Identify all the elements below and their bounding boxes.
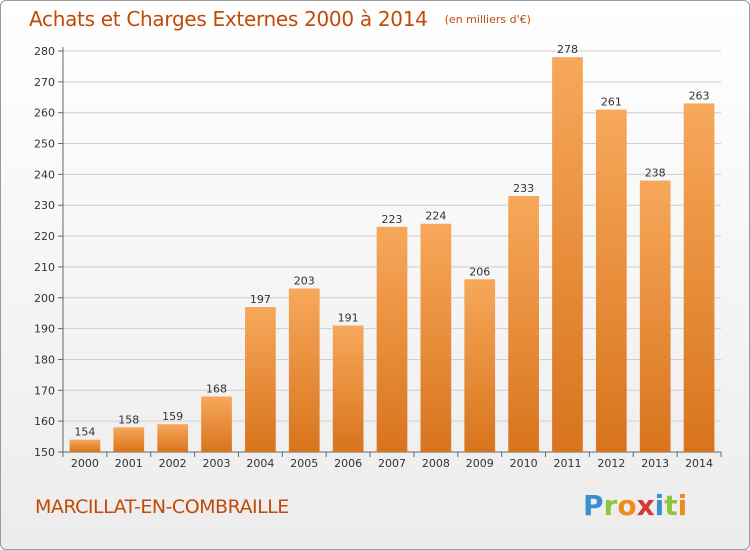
y-tick-label: 240 xyxy=(34,168,55,181)
bar-value-label: 223 xyxy=(382,213,403,226)
bar-2008 xyxy=(420,223,452,452)
y-tick-label: 180 xyxy=(34,353,55,366)
bar-value-label: 238 xyxy=(645,167,666,180)
x-tick-label: 2000 xyxy=(71,457,99,470)
y-tick-label: 150 xyxy=(34,446,55,459)
labels: 2000 154 2001 158 2002 159 2003 168 2004 197 2005 2… xyxy=(71,43,713,470)
y-tick-label: 190 xyxy=(34,323,55,336)
bar-value-label: 261 xyxy=(601,96,622,109)
bar-2003 xyxy=(201,396,232,452)
bar-2014 xyxy=(683,103,715,452)
bar-2002 xyxy=(157,424,189,452)
bar-value-label: 263 xyxy=(689,89,710,102)
x-tick-label: 2001 xyxy=(115,457,143,470)
x-tick-label: 2006 xyxy=(334,457,362,470)
chart-subtitle: (en milliers d'€) xyxy=(444,13,531,26)
bar-2001 xyxy=(113,427,145,452)
x-tick-label: 2005 xyxy=(290,457,318,470)
x-tick-label: 2011 xyxy=(553,457,581,470)
y-tick-label: 210 xyxy=(34,261,55,274)
bar-value-label: 158 xyxy=(118,413,139,426)
bar-value-label: 278 xyxy=(557,43,578,56)
x-tick-label: 2013 xyxy=(641,457,669,470)
bar-2006 xyxy=(332,325,364,452)
proxiti-logo: Proxiti xyxy=(583,489,688,522)
commune-name: MARCILLAT-EN-COMBRAILLE xyxy=(35,496,289,518)
y-tick-label: 160 xyxy=(34,415,55,428)
bar-value-label: 168 xyxy=(206,382,227,395)
y-tick-label: 260 xyxy=(34,107,55,120)
x-tick-label: 2014 xyxy=(685,457,713,470)
y-tick-label: 250 xyxy=(34,138,55,151)
bar-2000 xyxy=(69,439,101,452)
bar-value-label: 197 xyxy=(250,293,271,306)
y-tick-label: 270 xyxy=(34,76,55,89)
y-tick-label: 280 xyxy=(34,45,55,58)
title-row: Achats et Charges Externes 2000 à 2014 (… xyxy=(29,7,531,31)
bar-2009 xyxy=(464,279,496,452)
bar-value-label: 154 xyxy=(74,426,95,439)
y-tick-label: 230 xyxy=(34,199,55,212)
bar-2007 xyxy=(376,226,408,452)
bar-value-label: 224 xyxy=(425,210,446,223)
bar-value-label: 206 xyxy=(469,265,490,278)
y-tick-label: 170 xyxy=(34,384,55,397)
x-tick-label: 2009 xyxy=(466,457,494,470)
x-tick-label: 2012 xyxy=(597,457,625,470)
bar-2010 xyxy=(508,195,539,452)
x-tick-label: 2007 xyxy=(378,457,406,470)
bar-2011 xyxy=(552,57,583,453)
bars xyxy=(69,57,715,453)
bar-2005 xyxy=(288,288,320,452)
y-tick-label: 220 xyxy=(34,230,55,243)
x-tick-label: 2003 xyxy=(203,457,231,470)
y-tick-label: 200 xyxy=(34,292,55,305)
bar-value-label: 203 xyxy=(294,275,315,288)
bar-2012 xyxy=(595,109,627,452)
x-tick-label: 2002 xyxy=(159,457,187,470)
bar-value-label: 233 xyxy=(513,182,534,195)
x-tick-label: 2008 xyxy=(422,457,450,470)
bar-value-label: 159 xyxy=(162,410,183,423)
bar-value-label: 191 xyxy=(338,312,359,325)
bar-2004 xyxy=(245,307,276,452)
bar-2013 xyxy=(639,180,671,453)
chart-title: Achats et Charges Externes 2000 à 2014 xyxy=(29,7,428,31)
x-tick-label: 2010 xyxy=(510,457,538,470)
x-tick-label: 2004 xyxy=(246,457,274,470)
